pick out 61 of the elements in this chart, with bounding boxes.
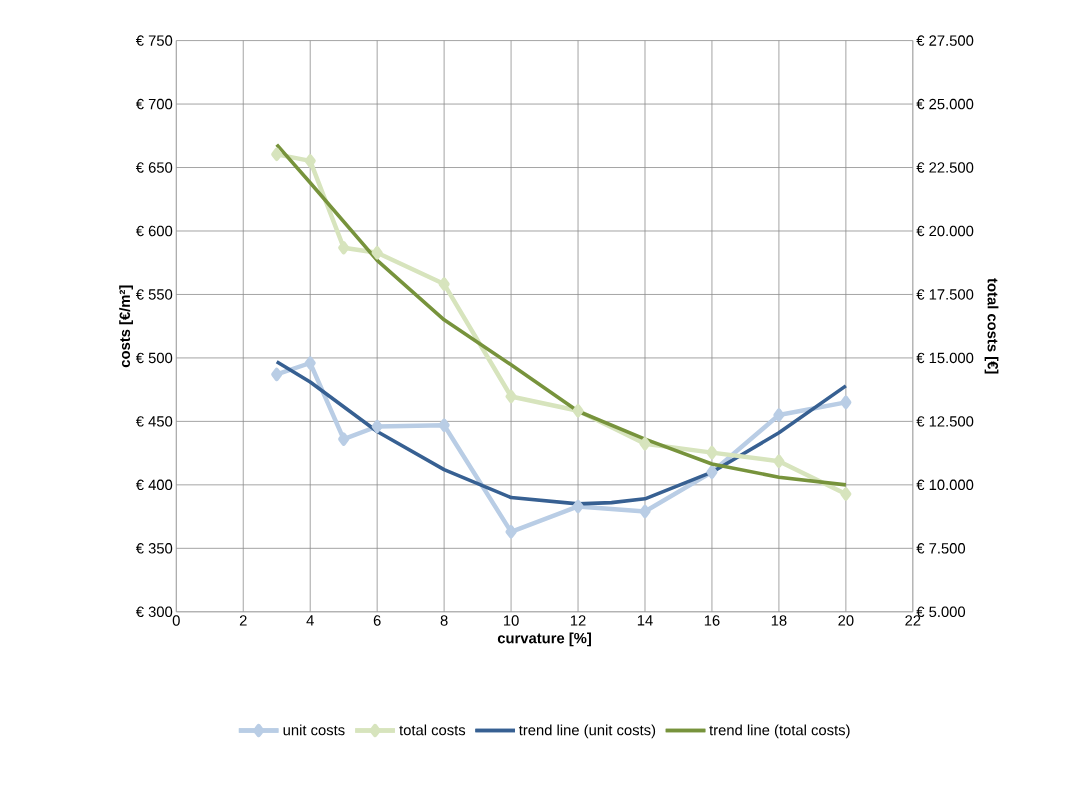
- point: [639, 504, 651, 519]
- point: [271, 147, 283, 161]
- point: [338, 241, 350, 255]
- y-tick-label: € 750: [135, 35, 173, 46]
- legend-label: trend line (total costs): [709, 724, 850, 739]
- point: [773, 454, 785, 468]
- point: [840, 487, 852, 501]
- point: [572, 499, 584, 514]
- x-tick-label: 2: [239, 615, 247, 626]
- legend-label: unit costs: [283, 724, 345, 736]
- y-tick-label: € 400: [135, 479, 173, 491]
- y-tick-label: € 300: [135, 606, 173, 618]
- y2-tick-label: € 27.500: [916, 35, 974, 46]
- x-tick-label: 16: [704, 615, 720, 626]
- point: [505, 389, 517, 404]
- legend-label: trend line (unit costs): [518, 724, 656, 739]
- y2-tick-label: € 17.500: [916, 289, 974, 300]
- point: [706, 465, 718, 479]
- y2-tick-label: € 20.000: [916, 225, 974, 237]
- point: [304, 154, 316, 168]
- x-tick-label: 8: [440, 615, 448, 626]
- x-tick-label: 20: [838, 615, 854, 626]
- x-tick-label: 14: [637, 615, 653, 626]
- y-tick-label: € 600: [135, 225, 173, 237]
- y-tick-label: € 500: [135, 352, 173, 364]
- point: [371, 419, 383, 434]
- x-tick-label: 10: [503, 615, 519, 626]
- y2-tick-label: € 5.000: [916, 606, 966, 618]
- point: [505, 525, 517, 539]
- y-tick-label: € 700: [135, 98, 173, 110]
- y2-tick-label: € 7.500: [916, 543, 966, 554]
- y2-tick-label: € 15.000: [916, 352, 974, 364]
- y-tick-label: € 650: [135, 162, 173, 173]
- point: [438, 277, 450, 291]
- legend-label: total costs: [399, 724, 466, 736]
- y-tick-label: € 550: [135, 289, 173, 300]
- point: [371, 246, 383, 260]
- y2-tick-label: € 10.000: [916, 479, 974, 491]
- x-axis-title: curvature [%]: [497, 632, 591, 647]
- y2-tick-label: € 22.500: [916, 162, 974, 173]
- x-tick-label: 4: [306, 615, 314, 626]
- y2-axis-title: total costs [€]: [984, 278, 999, 374]
- point: [304, 356, 316, 370]
- point: [639, 437, 651, 451]
- y-tick-label: € 350: [135, 543, 173, 554]
- point: [840, 395, 852, 410]
- point: [338, 432, 350, 446]
- point: [706, 445, 718, 460]
- point: [572, 404, 584, 418]
- x-tick-label: 6: [373, 615, 381, 626]
- point: [271, 367, 283, 382]
- y2-tick-label: € 25.000: [916, 98, 974, 110]
- x-tick-label: 12: [570, 615, 586, 626]
- x-tick-label: 22: [905, 615, 921, 626]
- x-tick-label: 18: [771, 615, 787, 626]
- y2-tick-label: € 12.500: [916, 416, 974, 427]
- point: [773, 408, 785, 422]
- y-axis-title: costs [€/m²]: [119, 285, 133, 368]
- point: [438, 418, 450, 432]
- y-tick-label: € 450: [135, 416, 173, 427]
- x-tick-label: 0: [172, 615, 180, 626]
